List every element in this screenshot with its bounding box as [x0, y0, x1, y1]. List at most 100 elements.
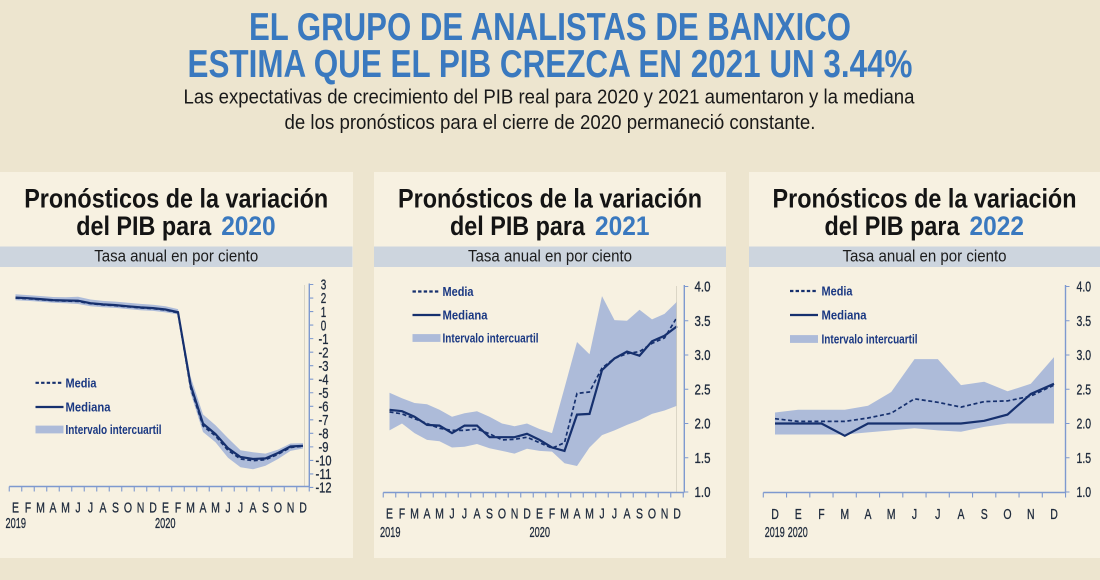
- svg-text:del PIB para: del PIB para: [76, 211, 212, 241]
- svg-text:Media: Media: [442, 284, 474, 299]
- svg-text:2020: 2020: [788, 525, 808, 541]
- svg-text:A: A: [200, 499, 207, 516]
- svg-text:Tasa anual en por ciento: Tasa anual en por ciento: [843, 247, 1007, 265]
- svg-text:4.0: 4.0: [694, 278, 710, 295]
- svg-text:D: D: [1050, 506, 1058, 523]
- svg-text:2.0: 2.0: [694, 415, 710, 432]
- svg-text:N: N: [1027, 506, 1035, 523]
- svg-text:1.0: 1.0: [694, 484, 710, 501]
- svg-text:D: D: [149, 499, 157, 516]
- svg-text:0: 0: [321, 317, 327, 334]
- svg-text:O: O: [1003, 506, 1011, 523]
- svg-text:D: D: [673, 505, 681, 522]
- svg-text:Pronósticos de la variación: Pronósticos de la variación: [398, 183, 702, 213]
- svg-text:A: A: [423, 505, 430, 522]
- svg-text:Pronósticos de la variación: Pronósticos de la variación: [24, 183, 328, 213]
- svg-text:A: A: [623, 505, 630, 522]
- svg-text:1: 1: [321, 303, 327, 320]
- svg-text:M: M: [186, 499, 195, 516]
- svg-text:-11: -11: [316, 466, 332, 483]
- svg-text:E: E: [795, 506, 802, 523]
- svg-text:E: E: [536, 505, 543, 522]
- svg-text:Tasa anual en por ciento: Tasa anual en por ciento: [94, 247, 258, 265]
- svg-text:A: A: [958, 506, 965, 523]
- svg-text:F: F: [548, 505, 554, 522]
- svg-text:Mediana: Mediana: [66, 399, 112, 414]
- svg-text:O: O: [497, 505, 505, 522]
- svg-text:-3: -3: [319, 357, 329, 374]
- svg-text:2020: 2020: [529, 525, 550, 541]
- svg-text:ESTIMA QUE EL PIB CREZCA EN 20: ESTIMA QUE EL PIB CREZCA EN 2021 UN 3.44…: [188, 43, 913, 86]
- svg-text:3.5: 3.5: [1077, 312, 1092, 329]
- svg-text:N: N: [660, 505, 668, 522]
- svg-text:E: E: [386, 505, 393, 522]
- svg-text:EL GRUPO DE ANALISTAS DE BANXI: EL GRUPO DE ANALISTAS DE BANXICO: [249, 6, 851, 49]
- svg-text:3: 3: [321, 276, 327, 293]
- svg-text:N: N: [137, 499, 145, 516]
- svg-text:J: J: [449, 505, 454, 522]
- svg-text:A: A: [473, 505, 480, 522]
- svg-text:J: J: [611, 505, 616, 522]
- svg-text:Intervalo intercuartil: Intervalo intercuartil: [66, 422, 162, 437]
- svg-text:2.5: 2.5: [1077, 381, 1092, 398]
- svg-text:3.0: 3.0: [1077, 347, 1092, 364]
- svg-text:A: A: [573, 505, 580, 522]
- svg-text:-5: -5: [319, 384, 329, 401]
- svg-text:F: F: [175, 499, 181, 516]
- svg-text:S: S: [262, 499, 269, 516]
- svg-text:J: J: [88, 499, 93, 516]
- svg-text:A: A: [865, 506, 872, 523]
- svg-text:Media: Media: [66, 375, 98, 390]
- svg-text:M: M: [887, 506, 896, 523]
- svg-text:M: M: [840, 506, 849, 523]
- svg-text:2019: 2019: [380, 525, 401, 541]
- svg-text:-2: -2: [319, 344, 329, 361]
- svg-text:Pronósticos de la variación: Pronósticos de la variación: [773, 183, 1077, 213]
- svg-text:M: M: [560, 505, 569, 522]
- svg-text:F: F: [818, 506, 824, 523]
- svg-text:2020: 2020: [221, 211, 276, 241]
- svg-text:M: M: [211, 499, 220, 516]
- svg-text:de los pronósticos para el cie: de los pronósticos para el cierre de 202…: [285, 111, 816, 134]
- svg-text:S: S: [486, 505, 493, 522]
- svg-text:J: J: [912, 506, 917, 523]
- svg-text:Intervalo intercuartil: Intervalo intercuartil: [822, 331, 918, 346]
- svg-text:Intervalo intercuartil: Intervalo intercuartil: [442, 330, 538, 345]
- svg-text:del PIB para: del PIB para: [825, 211, 961, 241]
- svg-text:Mediana: Mediana: [822, 307, 868, 322]
- svg-text:1.5: 1.5: [694, 449, 710, 466]
- svg-text:J: J: [461, 505, 466, 522]
- svg-text:F: F: [25, 499, 31, 516]
- svg-text:A: A: [50, 499, 57, 516]
- svg-text:-12: -12: [316, 479, 332, 496]
- svg-text:2: 2: [321, 290, 327, 307]
- svg-text:del PIB para: del PIB para: [450, 211, 586, 241]
- svg-text:M: M: [36, 499, 45, 516]
- svg-text:3.0: 3.0: [694, 347, 710, 364]
- svg-text:S: S: [981, 506, 988, 523]
- svg-text:S: S: [112, 499, 119, 516]
- svg-text:-6: -6: [319, 398, 329, 415]
- svg-text:M: M: [435, 505, 444, 522]
- svg-text:D: D: [299, 499, 307, 516]
- svg-text:Tasa anual en por ciento: Tasa anual en por ciento: [468, 247, 632, 265]
- svg-text:2019: 2019: [765, 525, 785, 541]
- svg-text:E: E: [12, 499, 19, 516]
- svg-text:Las expectativas de crecimient: Las expectativas de crecimiento del PIB …: [184, 86, 916, 109]
- svg-text:1.5: 1.5: [1077, 449, 1092, 466]
- svg-text:M: M: [410, 505, 419, 522]
- svg-text:4.0: 4.0: [1077, 278, 1092, 295]
- svg-text:O: O: [647, 505, 655, 522]
- svg-text:-10: -10: [316, 452, 332, 469]
- svg-text:3.5: 3.5: [694, 312, 710, 329]
- svg-text:-8: -8: [319, 425, 329, 442]
- svg-text:-7: -7: [319, 412, 329, 429]
- svg-text:E: E: [162, 499, 169, 516]
- svg-text:Media: Media: [822, 283, 854, 298]
- svg-text:Mediana: Mediana: [442, 307, 488, 322]
- svg-text:O: O: [274, 499, 282, 516]
- svg-text:2021: 2021: [595, 211, 650, 241]
- svg-text:J: J: [599, 505, 604, 522]
- svg-text:2020: 2020: [155, 516, 176, 532]
- svg-text:N: N: [510, 505, 518, 522]
